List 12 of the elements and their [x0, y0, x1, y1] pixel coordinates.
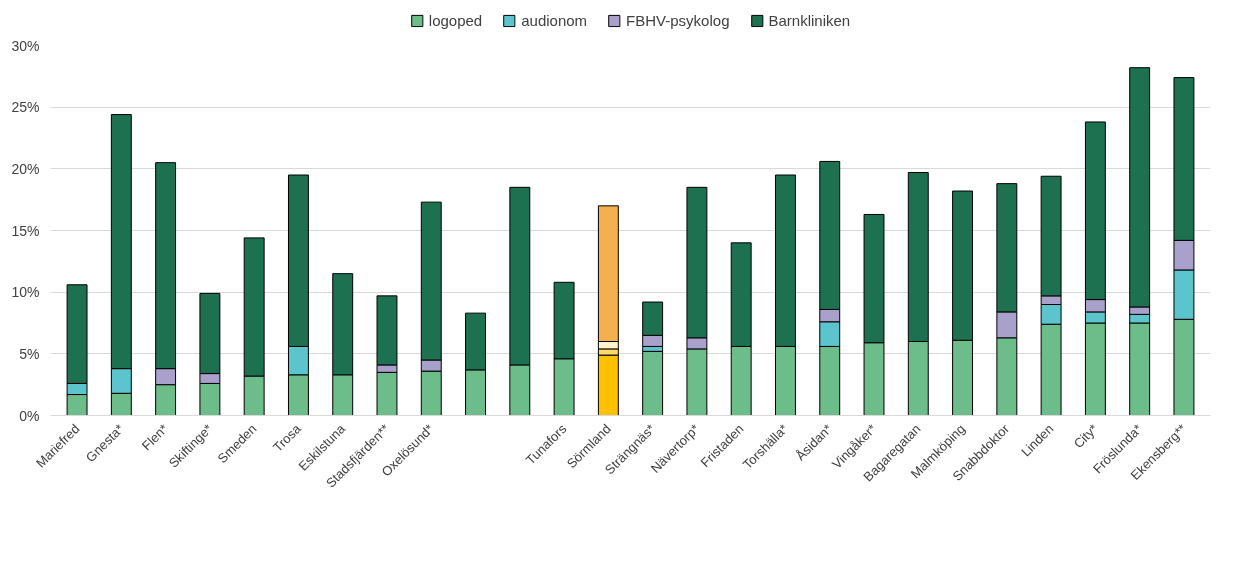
legend-label: Barnkliniken — [768, 11, 851, 29]
y-tick-label: 10% — [11, 284, 40, 301]
y-tick-label: 25% — [11, 99, 40, 116]
legend-label: logoped — [428, 11, 483, 29]
bar — [642, 350, 664, 416]
legend-label: FBHV-psykolog — [626, 11, 730, 29]
y-tick-label: 20% — [11, 160, 40, 177]
y-tick-label: 15% — [11, 222, 40, 239]
y-tick-label: 5% — [19, 345, 40, 362]
y-tick-label: 30% — [11, 37, 40, 54]
legend-label: audionom — [521, 11, 588, 29]
y-tick-label: 0% — [19, 407, 40, 424]
